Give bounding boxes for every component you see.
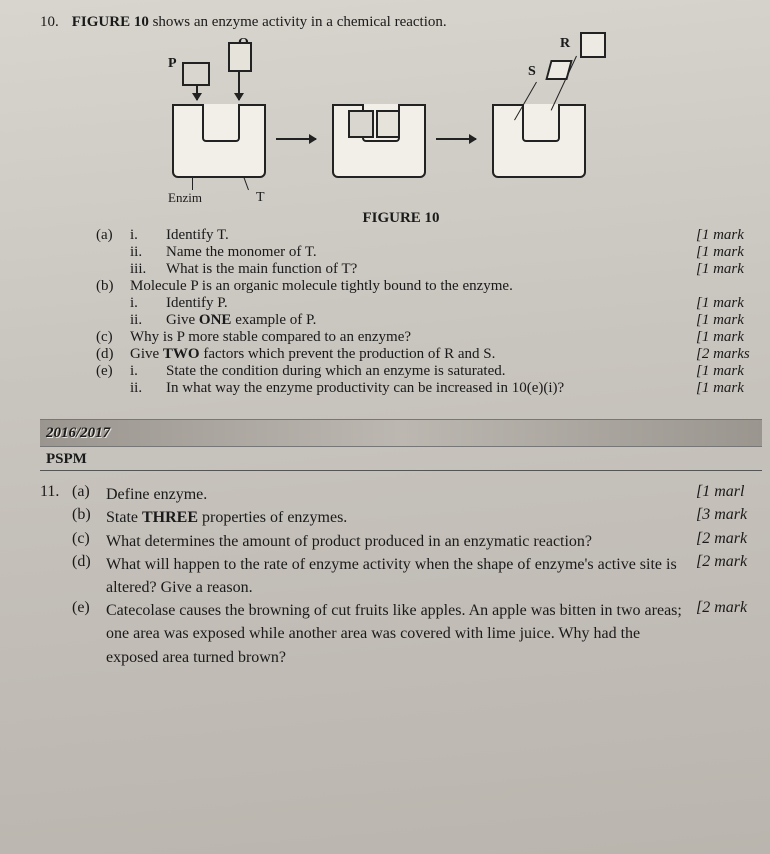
year-text: 2016/2017 xyxy=(46,425,110,442)
q10-a-i: (a) i. Identify T. [1 mark xyxy=(96,227,762,244)
pointer-enzim xyxy=(192,176,193,190)
pspm-label: PSPM xyxy=(46,451,762,468)
substrate-p-shape xyxy=(182,62,210,86)
q10-figref: FIGURE 10 xyxy=(72,14,149,30)
q10-parts: (a) i. Identify T. [1 mark ii. Name the … xyxy=(96,227,762,397)
year-band: 2016/2017 xyxy=(40,419,762,447)
product-r-shape xyxy=(580,32,606,58)
label-enzim: Enzim xyxy=(168,190,202,206)
substrate-q-shape xyxy=(228,42,252,72)
label-t: T xyxy=(256,190,265,206)
q11-d: (d) What will happen to the rate of enzy… xyxy=(40,553,762,599)
q10-number: 10. xyxy=(40,12,68,32)
bound-substrate-1 xyxy=(348,110,374,138)
exam-page: 10. FIGURE 10 shows an enzyme activity i… xyxy=(0,0,770,854)
bound-substrate-2 xyxy=(376,110,400,138)
arrow-stage23 xyxy=(436,138,476,140)
q11-a: 11. (a) Define enzyme. [1 marl xyxy=(40,483,762,506)
q10-intro-text: shows an enzyme activity in a chemical r… xyxy=(149,14,447,30)
label-p: P xyxy=(168,56,177,72)
enzyme-stage-2 xyxy=(332,104,426,178)
q10-a-ii: ii. Name the monomer of T. [1 mark xyxy=(96,244,762,261)
q10-c: (c) Why is P more stable compared to an … xyxy=(96,329,762,346)
q10-intro: 10. FIGURE 10 shows an enzyme activity i… xyxy=(40,12,762,32)
q11-e: (e) Catecolase causes the browning of cu… xyxy=(40,599,762,669)
q10-e-i: (e) i. State the condition during which … xyxy=(96,363,762,380)
arrow-p-down xyxy=(196,84,198,100)
figure-caption: FIGURE 10 xyxy=(40,210,762,227)
divider-line xyxy=(40,470,762,471)
label-s: S xyxy=(528,64,536,80)
q10-b-i: i. Identify P. [1 mark xyxy=(96,295,762,312)
arrow-q-down xyxy=(238,70,240,100)
q10-e-ii: ii. In what way the enzyme productivity … xyxy=(96,380,762,397)
q10-b-lead: (b) Molecule P is an organic molecule ti… xyxy=(96,278,762,295)
enzyme-stage-1 xyxy=(172,104,266,178)
label-r: R xyxy=(560,36,570,52)
q10-a-iii: iii. What is the main function of T? [1 … xyxy=(96,261,762,278)
pointer-t xyxy=(243,177,249,190)
q11: 11. (a) Define enzyme. [1 marl (b) State… xyxy=(40,483,762,669)
figure-10-diagram: P Q R S Enzim T xyxy=(120,38,762,208)
q11-c: (c) What determines the amount of produc… xyxy=(40,530,762,553)
q10-b-ii: ii. Give ONE example of P. [1 mark xyxy=(96,312,762,329)
q10-d: (d) Give TWO factors which prevent the p… xyxy=(96,346,762,363)
q11-b: (b) State THREE properties of enzymes. [… xyxy=(40,506,762,529)
enzyme-stage-3 xyxy=(492,104,586,178)
arrow-stage12 xyxy=(276,138,316,140)
